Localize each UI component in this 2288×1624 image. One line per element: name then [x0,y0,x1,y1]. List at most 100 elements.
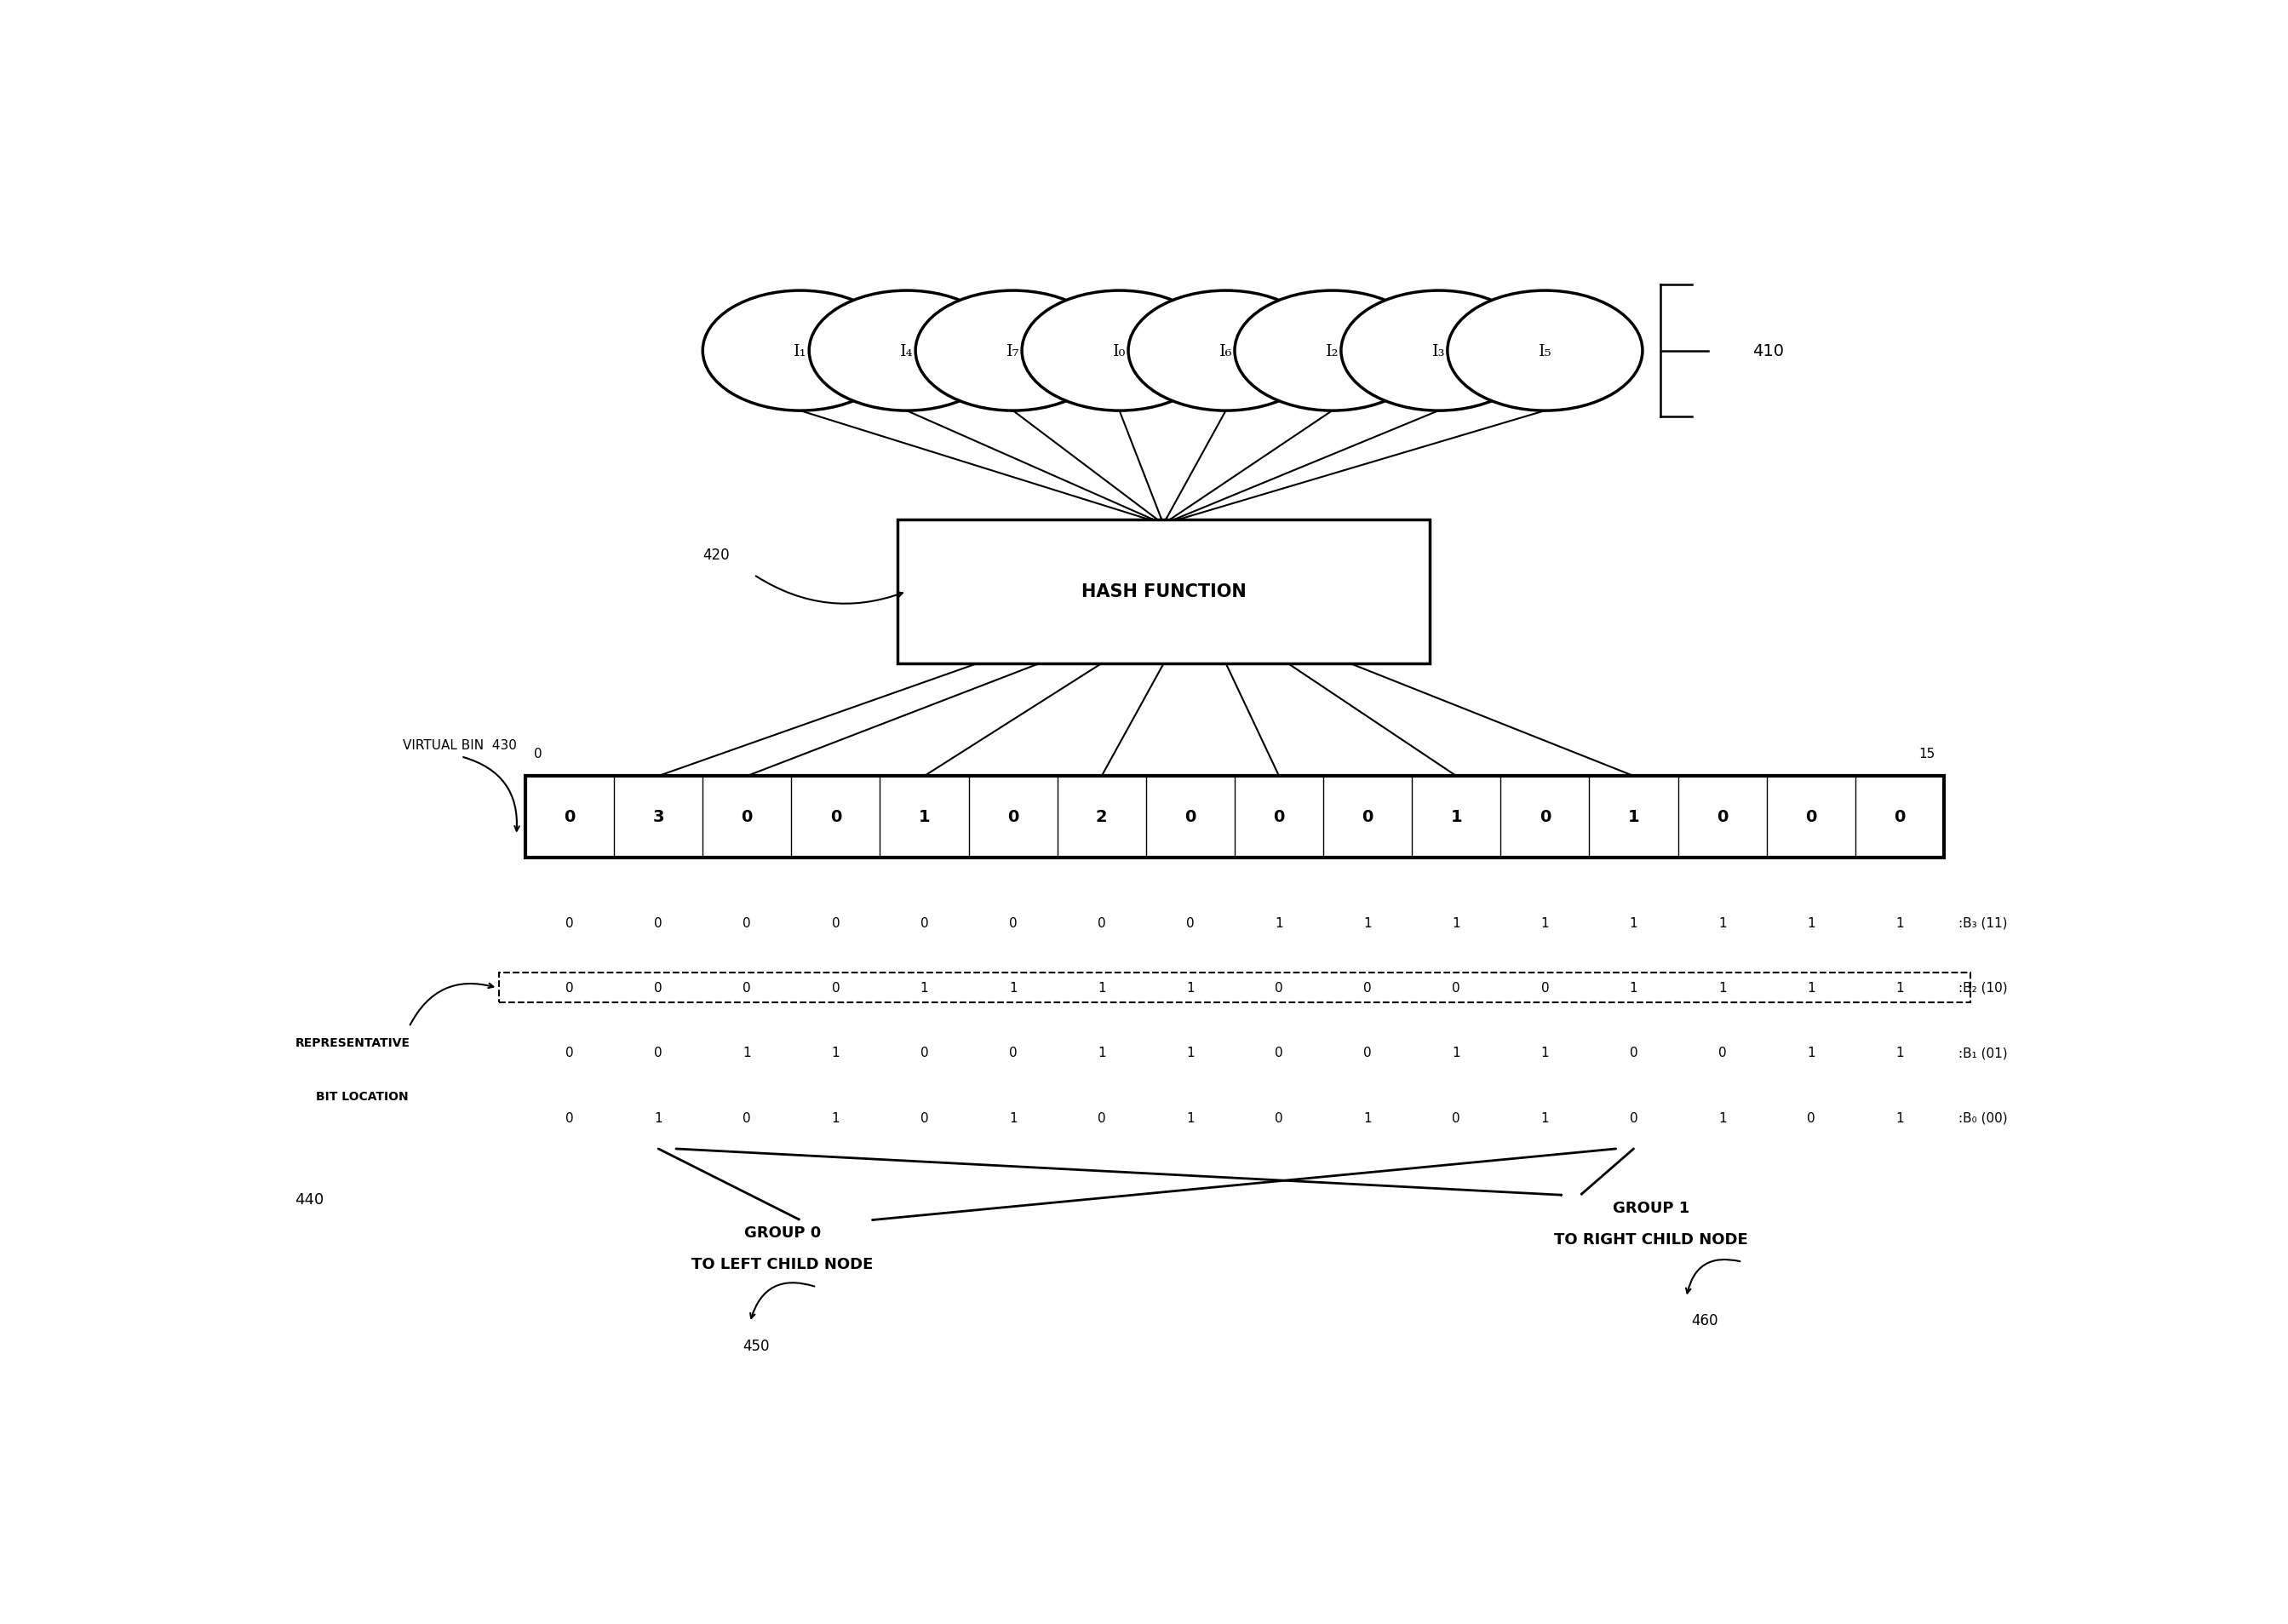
Text: 0: 0 [565,1111,574,1124]
Text: 0: 0 [831,809,842,825]
Text: 1: 1 [1185,981,1194,994]
Text: 410: 410 [1753,343,1785,359]
Ellipse shape [810,291,1004,411]
Text: 420: 420 [702,547,730,564]
Text: :B₃ (11): :B₃ (11) [1959,916,2007,929]
Text: 1: 1 [1098,981,1105,994]
Text: I₄: I₄ [899,344,913,359]
Text: 1: 1 [1453,916,1460,929]
Text: 0: 0 [1274,1111,1284,1124]
Ellipse shape [702,291,897,411]
Text: VIRTUAL BIN  430: VIRTUAL BIN 430 [403,739,517,752]
Text: 0: 0 [920,916,929,929]
Text: 0: 0 [535,747,542,760]
Text: 0: 0 [1098,916,1105,929]
FancyBboxPatch shape [897,520,1430,664]
Text: GROUP 0: GROUP 0 [744,1224,821,1241]
Text: 1: 1 [1453,1046,1460,1059]
Text: 0: 0 [1274,1046,1284,1059]
Text: I₀: I₀ [1112,344,1126,359]
Text: BIT LOCATION: BIT LOCATION [316,1091,410,1103]
Text: 0: 0 [1540,981,1549,994]
Text: I₃: I₃ [1432,344,1446,359]
Text: :B₀ (00): :B₀ (00) [1959,1111,2007,1124]
Text: 0: 0 [1361,809,1373,825]
Text: 0: 0 [1540,809,1551,825]
Text: 1: 1 [1451,809,1462,825]
Text: 2: 2 [1096,809,1107,825]
Text: 1: 1 [1185,1111,1194,1124]
Text: 0: 0 [565,981,574,994]
Text: 0: 0 [1185,916,1194,929]
Text: 1: 1 [1808,1046,1814,1059]
Text: 0: 0 [1629,1111,1638,1124]
Text: 1: 1 [1718,916,1727,929]
Text: 0: 0 [1009,1046,1018,1059]
Ellipse shape [1128,291,1322,411]
Text: 0: 0 [654,916,664,929]
Text: 1: 1 [1274,916,1284,929]
Text: :B₂ (10): :B₂ (10) [1959,981,2007,994]
Text: 460: 460 [1691,1312,1718,1328]
Text: 0: 0 [1805,809,1817,825]
Text: 0: 0 [1185,809,1197,825]
Text: 1: 1 [1364,1111,1373,1124]
Text: 0: 0 [920,1046,929,1059]
Text: 1: 1 [917,809,931,825]
Text: 0: 0 [565,1046,574,1059]
Ellipse shape [915,291,1110,411]
Text: 0: 0 [1716,809,1727,825]
Text: I₁: I₁ [794,344,808,359]
Text: 0: 0 [1808,1111,1814,1124]
Text: 1: 1 [1894,916,1904,929]
Text: 1: 1 [1629,916,1638,929]
Text: 15: 15 [1920,747,1936,760]
Text: 0: 0 [1098,1111,1105,1124]
Text: 0: 0 [741,809,753,825]
Text: 0: 0 [1007,809,1018,825]
Text: 0: 0 [920,1111,929,1124]
Text: I₅: I₅ [1538,344,1551,359]
Text: 0: 0 [1274,981,1284,994]
Text: 1: 1 [831,1111,840,1124]
Text: 0: 0 [744,916,750,929]
Text: 0: 0 [744,981,750,994]
Text: GROUP 1: GROUP 1 [1613,1200,1691,1215]
Text: 1: 1 [1540,1046,1549,1059]
Text: 1: 1 [654,1111,664,1124]
Text: 0: 0 [744,1111,750,1124]
Text: 0: 0 [1364,981,1373,994]
Text: REPRESENTATIVE: REPRESENTATIVE [295,1036,410,1049]
Text: 1: 1 [1540,916,1549,929]
Text: TO RIGHT CHILD NODE: TO RIGHT CHILD NODE [1554,1231,1748,1247]
Text: 1: 1 [1808,981,1814,994]
Text: 0: 0 [654,981,664,994]
Text: 1: 1 [831,1046,840,1059]
Text: 1: 1 [1718,981,1727,994]
Text: 0: 0 [1364,1046,1373,1059]
Text: 1: 1 [1808,916,1814,929]
Text: 0: 0 [1629,1046,1638,1059]
Text: 0: 0 [1718,1046,1727,1059]
Text: 1: 1 [1540,1111,1549,1124]
Text: 1: 1 [1629,981,1638,994]
Text: 0: 0 [1274,809,1284,825]
Text: :B₁ (01): :B₁ (01) [1959,1046,2007,1059]
Text: 3: 3 [652,809,664,825]
Ellipse shape [1236,291,1430,411]
Text: TO LEFT CHILD NODE: TO LEFT CHILD NODE [691,1257,874,1272]
Text: 1: 1 [1627,809,1640,825]
Text: 1: 1 [1009,1111,1018,1124]
Text: 0: 0 [1453,1111,1460,1124]
Text: 0: 0 [1009,916,1018,929]
Text: 450: 450 [744,1338,769,1353]
Text: I₇: I₇ [1007,344,1020,359]
Text: 0: 0 [1453,981,1460,994]
Ellipse shape [1023,291,1217,411]
Text: HASH FUNCTION: HASH FUNCTION [1082,583,1247,601]
Text: 0: 0 [1894,809,1906,825]
Ellipse shape [1341,291,1535,411]
Text: 1: 1 [1185,1046,1194,1059]
Text: I₆: I₆ [1220,344,1233,359]
FancyBboxPatch shape [526,776,1945,857]
